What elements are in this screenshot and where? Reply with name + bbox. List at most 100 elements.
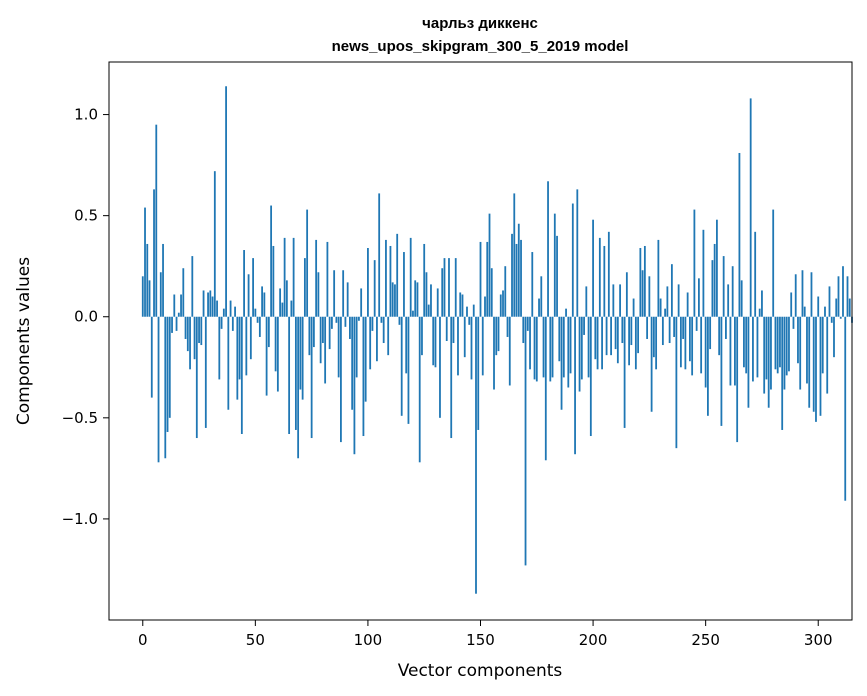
bar-52	[258, 316, 261, 337]
bar-46	[245, 316, 248, 376]
bar-101	[369, 316, 372, 370]
bar-291	[797, 316, 799, 364]
bar-284	[781, 316, 784, 430]
bar-186	[560, 316, 563, 410]
bar-17	[180, 294, 182, 317]
bar-249	[702, 229, 705, 317]
bar-198	[587, 316, 590, 378]
bar-135	[445, 316, 448, 341]
bar-7	[157, 316, 160, 463]
bar-74	[308, 316, 311, 356]
y-tick-label: −0.5	[62, 409, 98, 427]
bar-269	[747, 316, 750, 408]
bar-165	[513, 193, 516, 317]
bar-271	[752, 316, 754, 382]
bar-107	[382, 316, 385, 344]
bar-287	[788, 316, 790, 372]
bar-160	[502, 290, 504, 317]
bar-218	[632, 298, 635, 317]
bar-53	[261, 286, 263, 317]
bar-182	[551, 316, 554, 378]
bar-300	[817, 296, 820, 317]
bar-184	[556, 235, 558, 317]
bar-277	[765, 316, 768, 380]
bar-204	[601, 316, 603, 370]
bar-0	[141, 276, 144, 317]
bar-126	[425, 272, 428, 317]
bar-280	[772, 209, 775, 317]
bar-132	[439, 316, 441, 418]
bar-240	[682, 316, 685, 339]
bar-66	[290, 300, 293, 317]
bar-209	[612, 284, 615, 317]
bar-75	[310, 316, 313, 439]
bar-9	[162, 243, 164, 317]
bar-25	[198, 316, 200, 344]
bar-290	[794, 274, 797, 317]
bar-177	[540, 276, 543, 317]
bar-288	[790, 292, 793, 317]
bar-243	[688, 316, 691, 362]
bar-144	[466, 306, 468, 317]
bar-296	[808, 316, 811, 408]
bar-22	[191, 256, 194, 317]
bar-281	[774, 316, 777, 370]
bar-131	[436, 288, 439, 317]
bar-278	[767, 316, 770, 408]
bar-206	[605, 316, 608, 356]
bar-251	[707, 316, 709, 416]
bar-92	[349, 316, 351, 339]
bar-106	[380, 316, 383, 323]
bar-188	[565, 308, 567, 317]
bar-221	[639, 248, 642, 317]
bar-216	[628, 316, 630, 366]
bar-73	[306, 209, 309, 317]
bar-150	[479, 241, 482, 317]
bar-261	[729, 316, 732, 386]
bar-193	[576, 189, 579, 317]
bar-111	[391, 282, 394, 317]
bar-226	[650, 316, 653, 412]
bar-305	[828, 286, 831, 317]
bar-114	[398, 316, 401, 325]
bar-208	[610, 316, 612, 356]
bar-109	[387, 316, 390, 356]
bar-195	[580, 316, 583, 380]
bar-229	[657, 239, 660, 317]
y-axis: −1.0 −0.5 0.0 0.5 1.0	[62, 106, 109, 528]
bar-50	[254, 308, 257, 317]
bar-15	[175, 316, 178, 331]
bar-174	[533, 316, 536, 380]
bar-119	[409, 237, 412, 317]
bar-279	[770, 316, 772, 390]
bar-164	[511, 233, 513, 317]
bar-69	[297, 316, 300, 459]
bar-294	[803, 306, 806, 317]
bar-272	[754, 231, 757, 317]
bar-10	[164, 316, 167, 459]
bar-230	[659, 298, 662, 317]
bar-289	[792, 316, 795, 329]
bar-60	[276, 316, 279, 392]
bar-84	[331, 316, 333, 329]
bar-65	[288, 316, 291, 434]
bar-163	[508, 316, 511, 386]
chart-title: чарльз диккенс	[422, 15, 538, 32]
bar-268	[745, 316, 748, 374]
bar-286	[785, 316, 788, 376]
bar-138	[452, 316, 455, 344]
bar-112	[394, 284, 396, 317]
bar-153	[486, 241, 489, 317]
bar-98	[362, 316, 365, 437]
bar-167	[517, 223, 520, 317]
bar-266	[740, 280, 743, 317]
bar-212	[619, 284, 621, 317]
x-tick-label: 200	[579, 631, 608, 649]
bar-234	[668, 316, 671, 344]
bar-30	[209, 290, 212, 317]
bar-11	[166, 316, 169, 432]
bar-158	[497, 316, 500, 352]
bar-185	[558, 316, 561, 362]
bar-310	[839, 316, 842, 319]
